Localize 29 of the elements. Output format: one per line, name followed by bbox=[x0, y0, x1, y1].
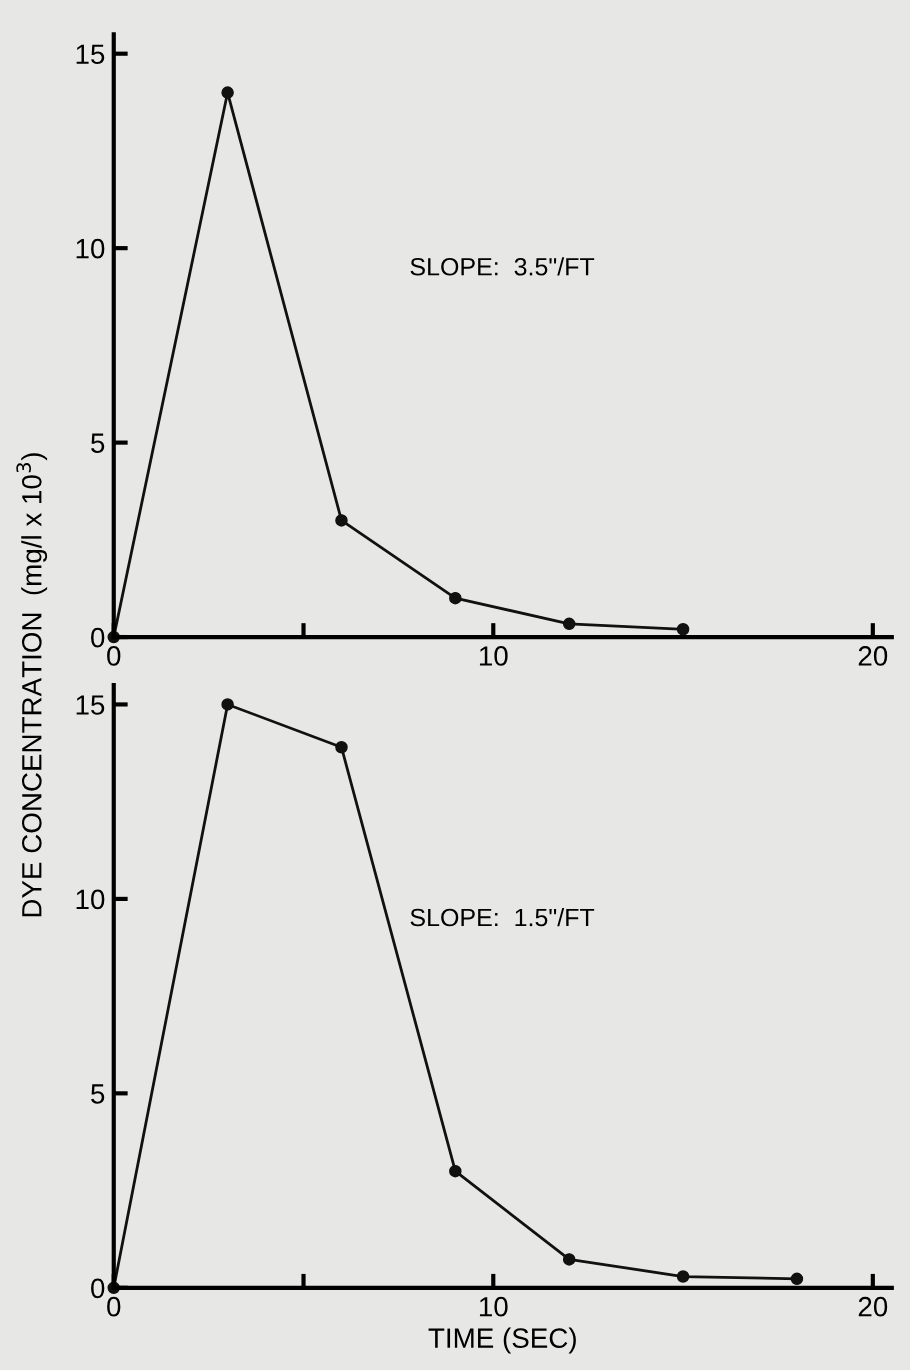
x-axis-title: TIME (SEC) bbox=[428, 1327, 576, 1354]
point bbox=[335, 740, 348, 754]
annotation: SLOPE: 3.5"/FT bbox=[410, 257, 595, 276]
point bbox=[449, 1164, 462, 1178]
point bbox=[676, 1270, 690, 1283]
annotation: SLOPE: 1.5"/FT bbox=[410, 908, 595, 927]
y-tick-label: 0 bbox=[91, 627, 105, 648]
y-tick-label: 15 bbox=[76, 44, 105, 65]
point bbox=[562, 617, 576, 631]
y-tick-label: 0 bbox=[91, 1278, 105, 1299]
y-tick-label: 10 bbox=[76, 889, 105, 910]
point bbox=[676, 623, 690, 636]
y-tick-label: 5 bbox=[91, 433, 105, 453]
point bbox=[221, 86, 234, 99]
point bbox=[335, 514, 348, 527]
y-tick-label: 15 bbox=[76, 695, 105, 715]
x-tick-label: 20 bbox=[858, 646, 888, 666]
point bbox=[449, 591, 462, 605]
x-tick-label: 0 bbox=[107, 646, 121, 666]
y-tick-label: 10 bbox=[76, 238, 105, 259]
x-tick-label: 10 bbox=[479, 1296, 508, 1317]
x-tick-label: 20 bbox=[858, 1296, 888, 1317]
y-tick-label: 5 bbox=[91, 1084, 105, 1104]
point bbox=[790, 1272, 804, 1286]
x-tick-label: 0 bbox=[107, 1296, 121, 1317]
x-tick-label: 10 bbox=[479, 646, 508, 666]
y-axis-title: DYE CONCENTRATION (mg/l x 10$^{3}$) bbox=[16, 453, 48, 917]
point bbox=[221, 698, 234, 711]
point bbox=[562, 1253, 576, 1266]
